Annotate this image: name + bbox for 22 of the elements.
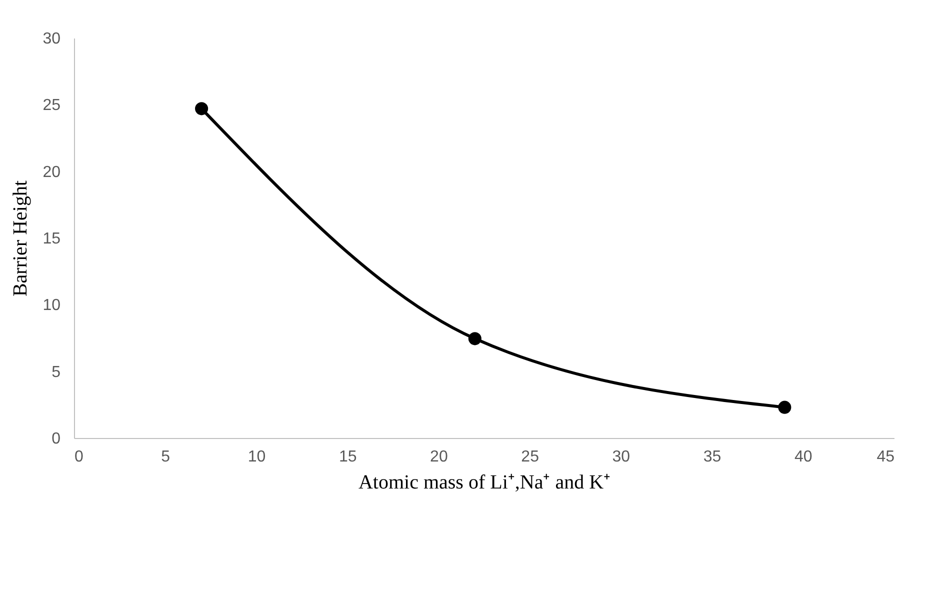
- x-tick-label: 25: [521, 448, 540, 466]
- x-tick-label: 45: [876, 448, 895, 466]
- y-tick-label: 25: [42, 97, 61, 114]
- x-tick-label: 20: [430, 448, 448, 466]
- point: [468, 332, 482, 346]
- x-tick-label: 40: [794, 448, 812, 466]
- x-axis-title: Atomic mass of Li⁺,Na⁺ and K⁺: [358, 472, 611, 494]
- x-tick-label: 15: [338, 448, 357, 466]
- y-tick-label: 0: [52, 430, 61, 448]
- y-tick-label: 15: [42, 230, 61, 248]
- y-tick-label: 5: [52, 364, 61, 381]
- x-tick-label: 10: [248, 448, 266, 466]
- x-tick-label: 35: [703, 448, 722, 466]
- x-tick-label: 30: [612, 448, 630, 466]
- y-axis-title: Barrier Height: [10, 180, 32, 297]
- y-tick-label: 10: [42, 297, 61, 314]
- y-tick-label: 30: [42, 30, 61, 48]
- x-tick-label: 5: [161, 448, 170, 466]
- point: [778, 400, 792, 414]
- x-tick-label: 0: [74, 448, 84, 466]
- y-tick-label: 20: [42, 164, 61, 181]
- point: [195, 102, 208, 116]
